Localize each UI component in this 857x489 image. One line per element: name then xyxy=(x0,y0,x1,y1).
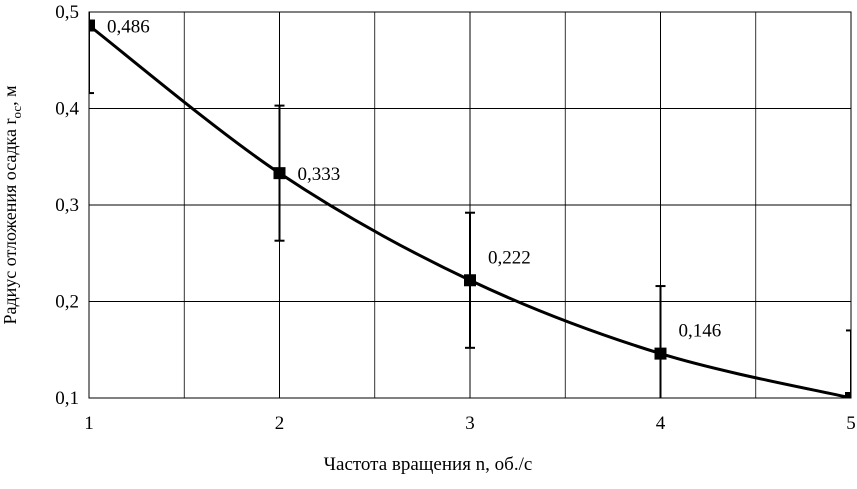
data-label: 0,146 xyxy=(679,321,722,342)
data-label: 0,222 xyxy=(488,247,531,268)
y-tick-label: 0,1 xyxy=(55,388,79,409)
y-label-suffix: , м xyxy=(0,86,20,106)
marker xyxy=(845,392,851,398)
data-label: 0,333 xyxy=(298,164,341,185)
x-axis-label: Частота вращения n, об./с xyxy=(324,454,533,475)
y-tick-label: 0,5 xyxy=(55,2,79,23)
data-label: 0,486 xyxy=(107,17,150,38)
marker xyxy=(654,347,667,360)
x-tick-label: 1 xyxy=(84,413,94,434)
x-tick-label: 4 xyxy=(656,413,666,434)
plot-area xyxy=(89,12,851,398)
y-tick-label: 0,2 xyxy=(55,292,79,313)
x-tick-label: 2 xyxy=(275,413,285,434)
y-label-sub: ос xyxy=(9,106,24,119)
plot-border xyxy=(88,11,852,399)
y-label-text: Радиус отложения осадка r xyxy=(0,118,20,324)
marker xyxy=(464,274,476,287)
x-tick-label: 5 xyxy=(846,413,856,434)
x-tick-label: 3 xyxy=(465,413,475,434)
marker xyxy=(273,167,286,180)
y-tick-label: 0,4 xyxy=(55,99,79,120)
marker xyxy=(89,19,95,32)
y-tick-label: 0,3 xyxy=(55,195,79,216)
y-axis-label: Радиус отложения осадка rос, м xyxy=(0,86,24,325)
labels: 0,1 0,2 0,3 0,4 0,5 1 2 3 4 5 0,486 0,333 0,222 0,146 xyxy=(55,2,856,434)
